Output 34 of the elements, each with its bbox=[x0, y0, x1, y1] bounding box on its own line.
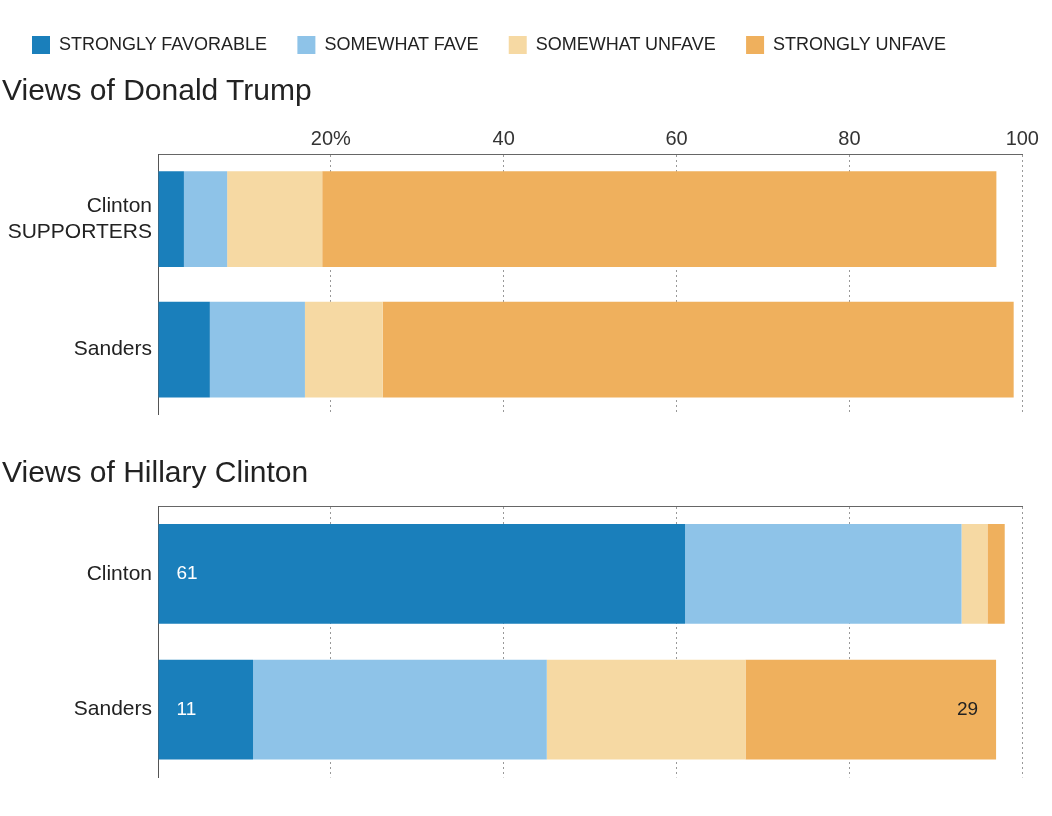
chart-title: Views of Hillary Clinton bbox=[2, 455, 309, 489]
data-label: 29 bbox=[956, 697, 979, 719]
bar bbox=[183, 171, 228, 268]
data-label: 11 bbox=[176, 697, 197, 719]
bar bbox=[382, 301, 1014, 398]
x-tick-label: 60 bbox=[665, 126, 688, 149]
bar bbox=[546, 659, 746, 760]
bar bbox=[961, 523, 988, 624]
x-tick-label: 80 bbox=[838, 126, 861, 149]
data-label: 61 bbox=[176, 562, 198, 584]
bar bbox=[987, 523, 1005, 624]
chart-title: Views of Donald Trump bbox=[2, 73, 312, 107]
bar bbox=[745, 659, 997, 760]
x-tick-label: 40 bbox=[492, 126, 515, 149]
bar bbox=[685, 523, 962, 624]
bar bbox=[158, 171, 184, 268]
x-tick-label: 100 bbox=[1005, 126, 1039, 149]
y-tick-label: Sanders bbox=[73, 696, 152, 720]
legend-label: STRONGLY FAVORABLE bbox=[59, 33, 268, 54]
bar bbox=[158, 301, 210, 398]
bar bbox=[322, 171, 997, 268]
bar bbox=[227, 171, 323, 268]
legend-label: SOMEWHAT UNFAVE bbox=[535, 33, 716, 54]
bar bbox=[304, 301, 383, 398]
bar bbox=[158, 523, 686, 624]
legend-label: SOMEWHAT FAVE bbox=[324, 33, 479, 54]
y-tick-label: Clinton bbox=[86, 560, 152, 584]
bar bbox=[158, 659, 254, 760]
bar bbox=[253, 659, 547, 760]
bar bbox=[209, 301, 305, 398]
x-tick-label: 20% bbox=[310, 126, 352, 149]
y-tick-label: Clinton SUPPORTERS bbox=[7, 193, 152, 242]
legend-label: STRONGLY UNFAVE bbox=[773, 33, 947, 54]
y-tick-label: Sanders bbox=[73, 336, 152, 360]
